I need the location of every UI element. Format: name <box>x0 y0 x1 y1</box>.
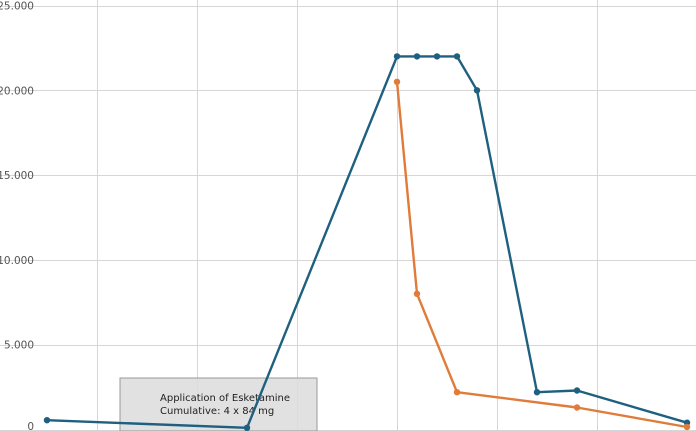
series-1-line <box>395 81 688 429</box>
y-tick-label-3: 15.000 <box>0 170 34 182</box>
annotation-box <box>119 377 318 431</box>
series-0-point-7 <box>533 389 541 396</box>
series-1 <box>393 78 691 431</box>
annotation-line-1: Application of Esketamine <box>160 393 290 404</box>
series-0-point-8 <box>573 387 581 394</box>
annotation: Application of Esketamine Cumulative: 4 … <box>119 377 318 431</box>
series-0 <box>43 53 691 431</box>
series-1-point-4 <box>683 423 691 431</box>
series-0-point-5 <box>453 53 461 60</box>
series-1-point-0 <box>393 78 401 86</box>
series-0-point-6 <box>473 87 481 94</box>
series-0-point-3 <box>413 53 421 60</box>
series <box>43 53 691 431</box>
series-0-line <box>46 55 688 429</box>
y-axis-tick-labels: 0 5.000 10.000 15.000 20.000 25.000 <box>0 1 34 431</box>
y-tick-label-4: 20.000 <box>0 85 34 97</box>
series-1-point-2 <box>453 389 461 396</box>
y-tick-label-1: 5.000 <box>4 340 34 352</box>
series-0-point-2 <box>393 53 401 60</box>
series-0-point-4 <box>433 53 441 60</box>
y-tick-label-2: 10.000 <box>0 255 34 267</box>
y-tick-label-0: 0 <box>27 421 34 431</box>
y-tick-label-5: 25.000 <box>0 1 34 13</box>
series-0-point-1 <box>243 424 251 431</box>
annotation-line-2: Cumulative: 4 x 84 mg <box>160 406 274 417</box>
series-0-point-0 <box>43 417 51 424</box>
series-1-point-1 <box>413 290 421 297</box>
series-1-point-3 <box>573 404 581 411</box>
